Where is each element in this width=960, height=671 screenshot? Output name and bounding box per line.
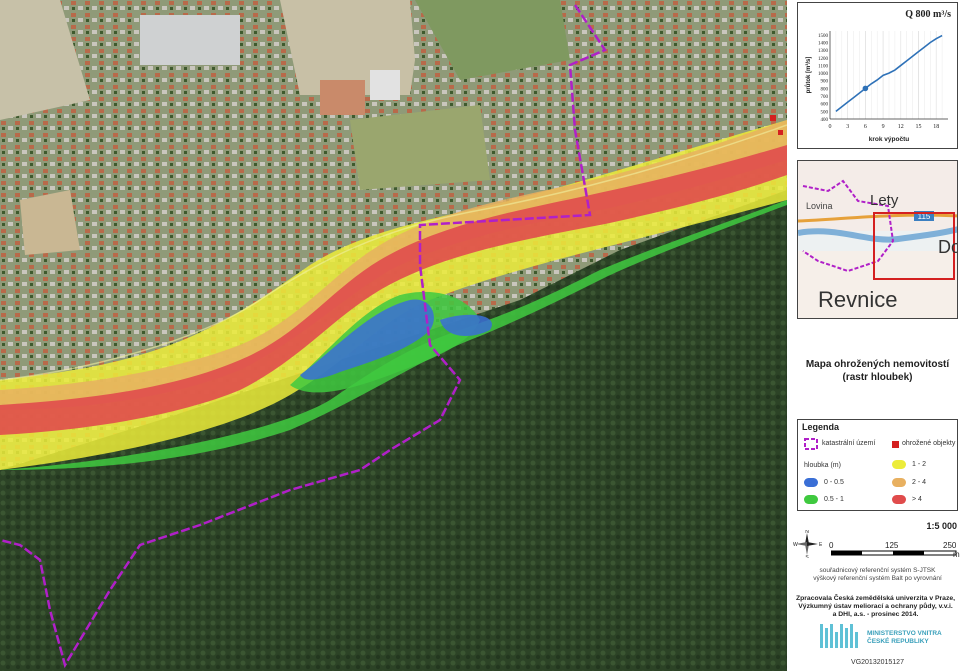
side-panel: Q 800 m³/s 400 500 600 700 800 900 1000 1100 120… [787, 0, 960, 671]
legend-heading: Legenda [802, 422, 840, 432]
inset-label-dob: Dob [938, 237, 958, 257]
depth-0-0-5-swatch [804, 478, 818, 487]
cadastral-boundary [0, 4, 607, 669]
scale-tick-125: 125 [885, 541, 899, 550]
ministry-name-line2: ČESKÉ REPUBLIKY [867, 638, 929, 645]
inset-road-number: 115 [918, 212, 931, 221]
flood-map[interactable] [0, 0, 787, 671]
chart-x-tick-label: 12 [898, 124, 904, 130]
inset-map: 115 Lety Dob Revnice Lovina [798, 161, 958, 318]
depth-0-0-5-label: 0 - 0.5 [824, 479, 844, 486]
map-canvas [0, 0, 787, 671]
cadastral-boundary-swatch [804, 438, 818, 450]
inset-label-lety: Lety [870, 192, 899, 209]
discharge-chart-box: Q 800 m³/s 400 500 600 700 800 900 1000 1100 120… [797, 2, 958, 149]
inset-label-revnice: Revnice [818, 287, 897, 312]
scale-tick-0: 0 [829, 541, 834, 550]
svg-text:N: N [805, 530, 809, 535]
project-code: VG20132015127 [851, 659, 904, 666]
inset-boundary [802, 179, 895, 273]
chart-y-axis-label: průtok [m³/s] [805, 57, 812, 94]
map-subtitle: (rastr hloubek) [842, 372, 913, 383]
depth-2-4-label: 2 - 4 [912, 479, 927, 486]
depth-0-5-1-label: 0.5 - 1 [824, 496, 844, 503]
svg-text:W: W [793, 542, 798, 548]
scale-ratio: 1:5 000 [926, 521, 957, 531]
meadow-center [350, 105, 490, 190]
chart-current-step-point [862, 85, 869, 92]
inset-extent-frame [873, 212, 955, 280]
location-inset: 115 Lety Dob Revnice Lovina [797, 160, 958, 319]
chart-y-tick-label: 1300 [818, 49, 829, 54]
chart-y-tick-label: 900 [821, 80, 829, 85]
discharge-chart: 400 500 600 700 800 900 1000 1100 1200 1300 1400 15… [805, 31, 948, 143]
chart-x-tick-label: 9 [882, 124, 885, 130]
inset-river [798, 226, 957, 243]
building-red-roof [320, 80, 365, 115]
field-nw [0, 0, 90, 120]
north-arrow-icon: N S W E [793, 530, 822, 558]
chart-x-tick-label: 6 [864, 124, 867, 130]
reference-system-line2: výškový referenční systém Balt po vyrovn… [813, 575, 942, 582]
legend-box: Legenda katastrální území ohrožené objek… [797, 419, 958, 511]
building-white-roof [370, 70, 400, 100]
svg-text:E: E [819, 542, 822, 548]
inset-label-lovina: Lovina [806, 201, 833, 211]
meadow-north [415, 0, 570, 80]
depth-1-2-swatch [892, 460, 906, 469]
chart-y-tick-label: 1400 [818, 41, 829, 46]
chart-x-tick-label: 15 [916, 124, 922, 130]
scale-tick-250: 250 [943, 541, 957, 550]
depth-0-5-1-swatch [804, 495, 818, 504]
threatened-building [778, 130, 783, 135]
reference-system-line1: souřadnicový referenční systém S-JTSK [819, 567, 936, 574]
forest-imagery [0, 190, 787, 671]
chart-y-tick-label: 800 [821, 87, 829, 92]
legend-buildings-label: ohrožené objekty [902, 440, 956, 447]
inset-road [798, 213, 957, 223]
depth-1-2-label: 1 - 2 [912, 461, 927, 468]
chart-y-tick-label: 700 [821, 95, 829, 100]
chart-y-tick-label: 500 [821, 110, 829, 115]
svg-text:S: S [805, 555, 809, 558]
chart-x-axis-label: krok výpočtu [869, 136, 909, 143]
chart-y-tick-label: 600 [821, 103, 829, 108]
chart-title: Q 800 m³/s [905, 9, 951, 20]
river-bank [0, 124, 787, 381]
chart-x-tick-label: 0 [829, 124, 832, 130]
field-west [20, 190, 80, 255]
threatened-buildings-swatch [892, 441, 899, 448]
chart-x-tick-label: 3 [846, 124, 849, 130]
ministry-name-line1: MINISTERSTVO VNITRA [867, 630, 942, 637]
legend-depth-label: hloubka (m) [804, 462, 841, 469]
chart-y-tick-label: 1200 [818, 57, 829, 62]
industrial-buildings [140, 15, 240, 65]
chart-y-tick-label: 400 [821, 118, 829, 123]
scale-unit: m [953, 550, 960, 559]
depth-over-4-label: > 4 [912, 496, 922, 503]
map-title: Mapa ohrožených nemovitostí [805, 359, 950, 370]
chart-x-tick-label: 18 [933, 124, 939, 130]
chart-y-tick-label: 1500 [818, 34, 829, 39]
flood-depth-0-0-5-pool [440, 314, 492, 336]
flood-depth-0-0-5 [300, 299, 434, 380]
legend-cadastral-label: katastrální území [822, 440, 876, 447]
depth-over-4-swatch [892, 495, 906, 504]
flood-depth-over-4 [0, 145, 787, 435]
depth-2-4-swatch [892, 478, 906, 487]
chart-y-tick-label: 1100 [818, 64, 828, 69]
chart-y-tick-label: 1000 [818, 72, 829, 77]
ministry-logo-icon [820, 624, 858, 648]
credits-line2: Výzkumný ústav meliorací a ochrany půdy,… [798, 603, 953, 610]
credits-line1: Zpracovala Česká zemědělská univerzita v… [795, 595, 956, 602]
chart-series-line [835, 34, 943, 112]
credits-line3: a DHI, a.s. - prosinec 2014. [832, 611, 919, 618]
threatened-building [770, 115, 776, 121]
scale-bar [831, 550, 957, 556]
